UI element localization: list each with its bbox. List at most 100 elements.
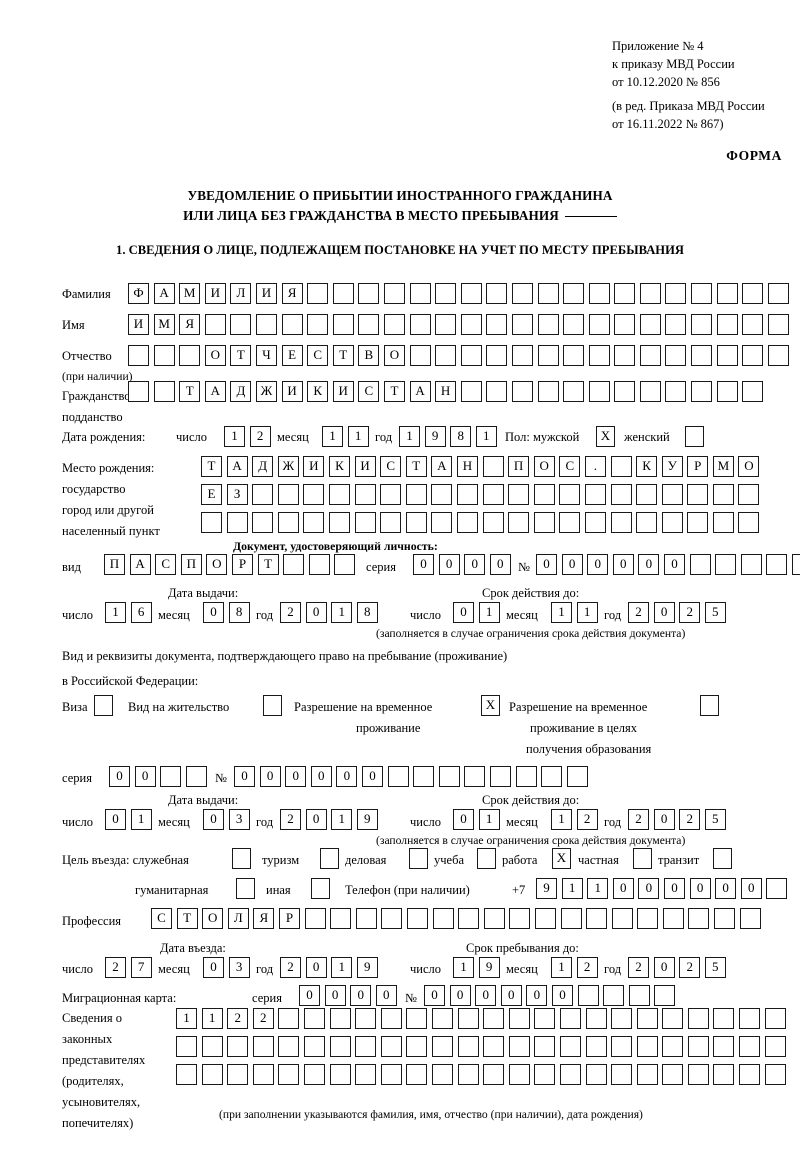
char-cell[interactable] [764,1008,786,1029]
char-cell[interactable] [687,1064,709,1085]
char-cell[interactable] [511,381,533,402]
char-cell[interactable]: 2 [628,809,649,830]
char-cell[interactable]: 1 [478,809,500,830]
char-cell[interactable] [252,1064,274,1085]
char-cell[interactable] [563,381,585,402]
char-cell[interactable] [409,283,431,304]
char-cell[interactable] [330,908,352,929]
char-cell[interactable] [586,908,608,929]
char-cell[interactable]: 2 [227,1008,249,1029]
char-cell[interactable]: 0 [561,554,583,575]
char-cell[interactable] [639,283,661,304]
char-cell[interactable] [355,1008,377,1029]
char-cell[interactable] [460,314,482,335]
char-cell[interactable] [687,1008,709,1029]
char-cell[interactable] [636,1008,658,1029]
char-cell[interactable] [308,554,330,575]
char-cell[interactable] [712,484,734,505]
char-cell[interactable]: 0 [324,985,346,1006]
char-cell[interactable]: У [661,456,683,477]
char-cell[interactable] [380,1064,402,1085]
char-cell[interactable]: И [332,381,354,402]
char-cell[interactable] [537,381,559,402]
char-cell[interactable]: О [202,908,224,929]
char-cell[interactable] [639,345,661,366]
char-cell[interactable]: К [636,456,658,477]
char-cell[interactable] [537,345,559,366]
char-cell[interactable]: 1 [331,602,353,623]
char-cell[interactable]: 1 [130,809,152,830]
char-cell[interactable] [739,1008,761,1029]
char-cell[interactable] [329,1036,351,1057]
char-cell[interactable] [329,1008,351,1029]
char-cell[interactable] [577,985,599,1006]
char-cell[interactable] [537,314,559,335]
char-cell[interactable]: 2 [249,426,271,447]
char-cell[interactable] [534,1036,556,1057]
char-cell[interactable] [406,1036,428,1057]
char-cell[interactable] [533,484,555,505]
char-cell[interactable]: 3 [228,809,250,830]
char-cell[interactable]: 1 [475,426,497,447]
char-cell[interactable] [278,1036,300,1057]
char-cell[interactable] [304,908,326,929]
char-cell[interactable]: 0 [203,957,224,978]
char-cell[interactable] [511,314,533,335]
char-cell[interactable] [406,1008,428,1029]
purpose-other-checkbox[interactable] [311,878,330,899]
char-cell[interactable]: Р [278,908,300,929]
char-cell[interactable] [534,1008,556,1029]
char-cell[interactable]: 8 [356,602,378,623]
char-cell[interactable]: 1 [347,426,369,447]
char-cell[interactable] [482,512,504,533]
char-cell[interactable]: 0 [653,602,675,623]
char-cell[interactable]: Т [383,381,405,402]
char-cell[interactable]: И [281,381,303,402]
char-cell[interactable] [307,314,329,335]
char-cell[interactable] [405,484,427,505]
char-cell[interactable]: 8 [450,426,472,447]
char-cell[interactable] [508,1008,530,1029]
char-cell[interactable]: 0 [689,878,711,899]
char-cell[interactable]: 1 [453,957,474,978]
char-cell[interactable]: 0 [453,602,474,623]
char-cell[interactable]: С [358,381,380,402]
char-cell[interactable] [767,345,789,366]
char-cell[interactable] [460,345,482,366]
char-cell[interactable]: 0 [259,766,281,787]
char-cell[interactable] [405,512,427,533]
char-cell[interactable]: Ж [277,456,299,477]
char-cell[interactable]: Т [176,908,198,929]
char-cell[interactable] [432,908,454,929]
char-cell[interactable] [662,1064,684,1085]
char-cell[interactable]: 2 [252,1008,274,1029]
char-cell[interactable]: 0 [234,766,255,787]
char-cell[interactable]: 0 [612,878,634,899]
char-cell[interactable]: 2 [280,602,301,623]
char-cell[interactable] [662,1036,684,1057]
char-cell[interactable] [406,1064,428,1085]
char-cell[interactable] [636,1036,658,1057]
char-cell[interactable] [508,1064,530,1085]
char-cell[interactable] [588,283,610,304]
char-cell[interactable] [458,908,480,929]
char-cell[interactable] [559,512,581,533]
char-cell[interactable] [767,314,789,335]
char-cell[interactable]: И [255,283,277,304]
char-cell[interactable] [283,554,305,575]
char-cell[interactable]: 0 [663,878,685,899]
char-cell[interactable]: 1 [201,1008,223,1029]
char-cell[interactable] [435,345,457,366]
char-cell[interactable] [508,1036,530,1057]
char-cell[interactable] [201,512,222,533]
char-cell[interactable] [303,1008,325,1029]
